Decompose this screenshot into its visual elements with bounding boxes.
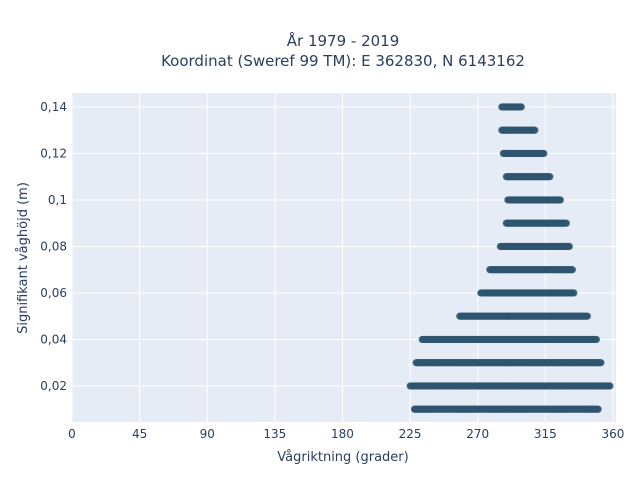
x-tick-label: 180 (331, 427, 354, 441)
data-points (406, 103, 614, 413)
x-tick-label: 225 (399, 427, 422, 441)
y-tick-label: 0,1 (48, 193, 67, 207)
x-tick-labels: 0 45 90 135 180 225 270 315 360 (68, 427, 624, 441)
y-tick-label: 0,06 (40, 286, 67, 300)
x-tick-label: 315 (534, 427, 557, 441)
x-tick-label: 270 (466, 427, 489, 441)
chart-title: År 1979 - 2019 (287, 31, 400, 50)
data-point (597, 359, 605, 367)
y-tick-label: 0,12 (40, 146, 67, 160)
data-point (556, 196, 564, 204)
data-point (568, 266, 577, 274)
y-tick-label: 0,02 (40, 379, 67, 393)
y-tick-label: 0,04 (40, 332, 67, 346)
data-point (606, 382, 614, 390)
data-point (582, 405, 590, 413)
x-tick-label: 135 (263, 427, 286, 441)
x-tick-label: 360 (602, 427, 625, 441)
data-point (517, 103, 525, 111)
x-axis-title: Vågriktning (grader) (277, 450, 408, 465)
data-point (588, 405, 596, 413)
plot-background (72, 93, 616, 422)
y-tick-label: 0,08 (40, 239, 67, 253)
x-tick-label: 0 (68, 427, 76, 441)
data-point (570, 289, 578, 297)
y-tick-label: 0,14 (40, 100, 67, 114)
y-tick-labels: 0,02 0,04 0,06 0,08 0,1 0,12 0,14 (40, 100, 67, 393)
data-point (565, 242, 574, 251)
data-point (411, 405, 419, 413)
x-tick-label: 90 (200, 427, 215, 441)
data-point (594, 405, 602, 413)
chart-subtitle: Koordinat (Sweref 99 TM): E 362830, N 61… (161, 52, 525, 70)
data-point (540, 149, 548, 158)
data-point (531, 126, 539, 134)
data-point (592, 335, 601, 344)
data-point (562, 219, 571, 227)
data-point (583, 312, 592, 320)
data-point (546, 173, 554, 181)
y-axis-title: Signifikant våghöjd (m) (16, 182, 31, 334)
x-tick-label: 45 (132, 427, 147, 441)
